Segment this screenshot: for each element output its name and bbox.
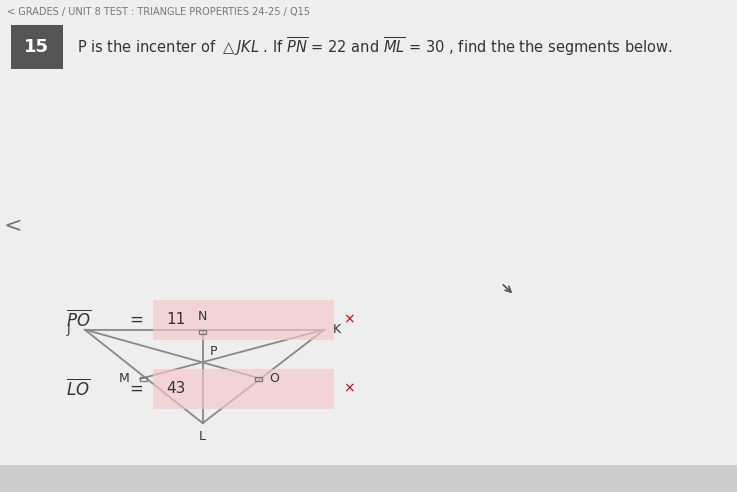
Text: $\overline{PO}$: $\overline{PO}$	[66, 309, 91, 330]
Text: N: N	[198, 310, 207, 323]
Text: M: M	[119, 372, 130, 385]
Bar	[255, 377, 262, 381]
FancyBboxPatch shape	[11, 25, 63, 69]
Text: $\overline{LO}$: $\overline{LO}$	[66, 378, 91, 399]
Text: L: L	[199, 430, 206, 443]
Bar	[199, 330, 206, 334]
Text: J: J	[66, 323, 70, 336]
Text: K: K	[333, 323, 341, 336]
Text: ×: ×	[343, 382, 354, 396]
Text: O: O	[269, 372, 279, 385]
Text: < GRADES / UNIT 8 TEST : TRIANGLE PROPERTIES 24-25 / Q15: < GRADES / UNIT 8 TEST : TRIANGLE PROPER…	[7, 7, 310, 17]
Text: P: P	[210, 345, 217, 358]
Text: =: =	[129, 311, 143, 329]
Bar	[0, 465, 737, 492]
Text: <: <	[4, 216, 22, 236]
Text: 43: 43	[166, 381, 185, 396]
FancyBboxPatch shape	[153, 300, 334, 339]
Text: P is the incenter of $\triangle JKL$ . If $\overline{PN}$ = 22 and $\overline{ML: P is the incenter of $\triangle JKL$ . I…	[77, 35, 673, 58]
Bar	[140, 377, 147, 381]
Text: 15: 15	[24, 38, 49, 56]
FancyBboxPatch shape	[153, 369, 334, 408]
Text: =: =	[129, 380, 143, 398]
Text: ×: ×	[343, 313, 354, 327]
Text: 11: 11	[166, 312, 185, 327]
